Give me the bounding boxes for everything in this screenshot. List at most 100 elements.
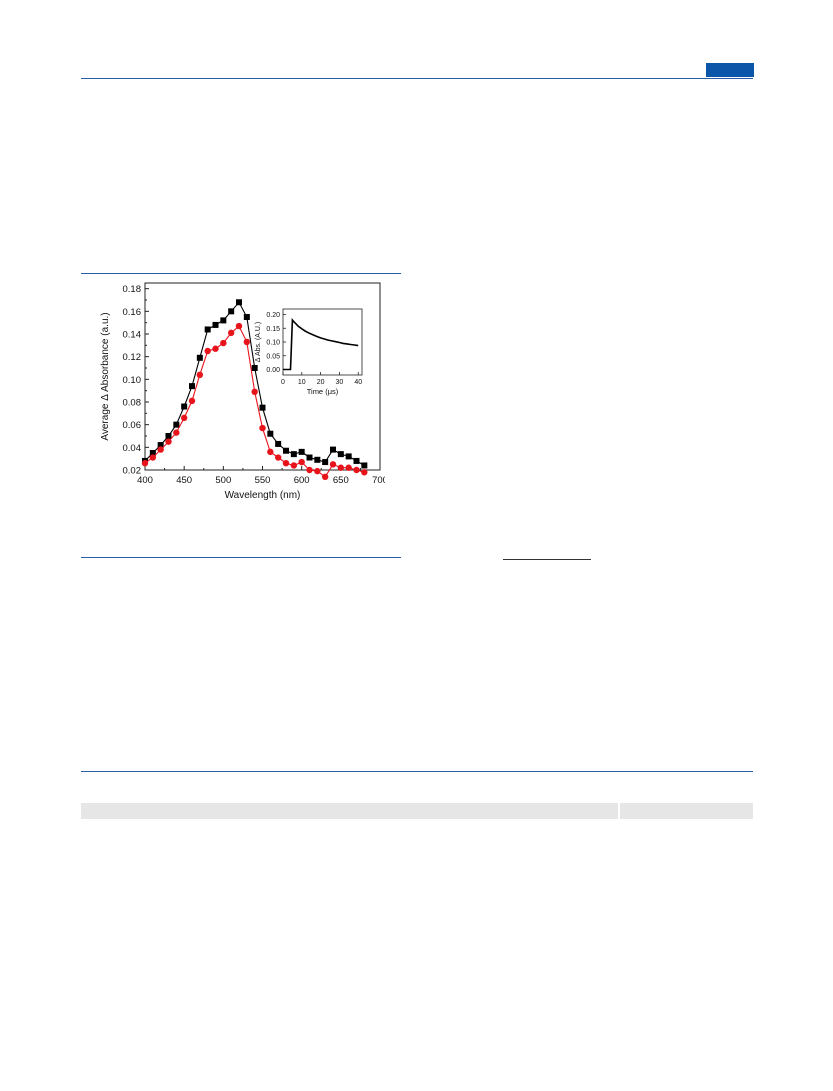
square-marker xyxy=(361,462,368,469)
inset-y-tick-label: 0.20 xyxy=(266,312,280,319)
circle-marker xyxy=(251,388,258,395)
circle-marker xyxy=(220,339,227,347)
inset-y-tick-label: 0.05 xyxy=(266,353,280,360)
square-marker xyxy=(251,365,258,371)
circle-marker xyxy=(243,338,251,346)
inset-y-tick-label: 0.10 xyxy=(266,340,280,347)
circle-marker xyxy=(329,461,337,468)
circle-marker xyxy=(345,464,352,471)
circle-marker xyxy=(212,345,219,352)
square-marker xyxy=(283,447,289,454)
square-marker xyxy=(259,404,266,411)
figure-bottom-rule xyxy=(81,557,401,558)
square-marker xyxy=(236,299,242,306)
figure-top-rule xyxy=(81,273,401,274)
square-marker xyxy=(322,459,329,466)
main-plot-series xyxy=(141,299,368,480)
inset-plot-axes: 0 10 20 30 40 0.00 0.05 0.10 0.15 0.20 xyxy=(266,308,363,386)
square-marker xyxy=(290,451,297,458)
square-marker xyxy=(306,454,313,461)
circle-marker xyxy=(196,371,204,378)
inset-x-tick-label: 10 xyxy=(298,379,306,386)
square-marker xyxy=(330,446,336,453)
circle-marker xyxy=(188,397,196,405)
square-marker xyxy=(314,456,321,463)
main-plot-axes: 4004505005506006507000.020.040.060.080.1… xyxy=(123,282,385,486)
square-marker xyxy=(275,440,282,447)
circle-marker xyxy=(157,446,164,453)
header-rule xyxy=(81,78,753,79)
circle-marker xyxy=(173,429,180,436)
square-marker xyxy=(353,457,360,464)
inset-x-tick-label: 40 xyxy=(354,379,362,386)
main-y-tick-label: 0.18 xyxy=(123,284,142,295)
circle-marker xyxy=(259,424,266,432)
circle-marker xyxy=(306,466,313,474)
inset-x-axis-label: Time (μs) xyxy=(307,387,339,396)
inset-plot-series xyxy=(283,317,359,371)
table-header-divider xyxy=(618,803,620,819)
square-marker xyxy=(345,453,352,460)
inset-plot-frame xyxy=(282,308,363,376)
square-marker xyxy=(173,421,180,428)
main-x-tick-label: 500 xyxy=(215,475,231,486)
main-y-axis-label: Average Δ Absorbance (a.u.) xyxy=(100,312,111,440)
main-y-tick-label: 0.08 xyxy=(123,398,142,409)
circle-marker xyxy=(321,473,329,480)
circle-marker xyxy=(180,414,188,422)
section-rule xyxy=(81,771,753,772)
square-marker xyxy=(149,450,156,456)
circle-marker xyxy=(235,322,243,330)
circle-marker xyxy=(149,454,157,461)
main-x-tick-label: 450 xyxy=(176,475,192,486)
main-x-tick-label: 400 xyxy=(137,475,153,486)
square-marker xyxy=(157,442,164,449)
square-marker xyxy=(220,317,227,324)
circle-marker xyxy=(314,467,321,475)
main-x-axis-label: Wavelength (nm) xyxy=(225,490,301,501)
page-tab-marker xyxy=(706,63,754,77)
circle-marker xyxy=(298,458,305,466)
absorbance-chart: 4004505005506006507000.020.040.060.080.1… xyxy=(100,282,385,501)
square-marker xyxy=(196,354,203,361)
square-marker xyxy=(243,314,250,320)
circle-marker xyxy=(267,448,274,456)
circle-marker xyxy=(361,469,368,476)
main-x-tick-label: 600 xyxy=(294,475,310,486)
square-marker xyxy=(337,451,344,458)
square-marker xyxy=(204,326,211,333)
circle-marker xyxy=(204,347,211,355)
inset-y-tick-label: 0.15 xyxy=(266,326,280,333)
inset-decay-trace xyxy=(283,317,359,371)
circle-marker xyxy=(290,462,298,469)
inset-y-axis-label: Δ Abs. (A.U.) xyxy=(255,322,262,362)
main-y-tick-label: 0.06 xyxy=(123,420,142,431)
circle-marker xyxy=(141,460,149,467)
main-x-tick-label: 650 xyxy=(333,475,349,486)
square-marker xyxy=(298,448,305,455)
main-x-tick-label: 550 xyxy=(255,475,271,486)
circle-marker xyxy=(337,464,345,471)
circle-marker xyxy=(227,329,235,337)
inset-x-tick-label: 0 xyxy=(281,379,285,386)
main-y-tick-label: 0.12 xyxy=(123,352,142,363)
square-marker xyxy=(165,433,172,439)
main-y-tick-label: 0.14 xyxy=(123,330,142,341)
square-marker xyxy=(181,403,188,410)
main-y-tick-label: 0.02 xyxy=(123,466,142,477)
square-marker xyxy=(189,383,195,390)
text-underline xyxy=(503,559,591,560)
square-marker xyxy=(212,321,219,328)
main-y-tick-label: 0.04 xyxy=(123,443,142,454)
circle-marker xyxy=(353,466,360,474)
square-marker xyxy=(228,308,235,315)
main-x-tick-label: 700 xyxy=(372,475,385,486)
circle-marker xyxy=(274,454,282,461)
inset-x-tick-label: 20 xyxy=(317,379,325,386)
circle-marker xyxy=(282,460,290,467)
table-header-bar xyxy=(81,803,753,819)
inset-x-tick-label: 30 xyxy=(336,379,344,386)
inset-y-tick-label: 0.00 xyxy=(266,367,280,374)
square-marker xyxy=(267,430,274,437)
main-y-tick-label: 0.10 xyxy=(123,375,142,386)
